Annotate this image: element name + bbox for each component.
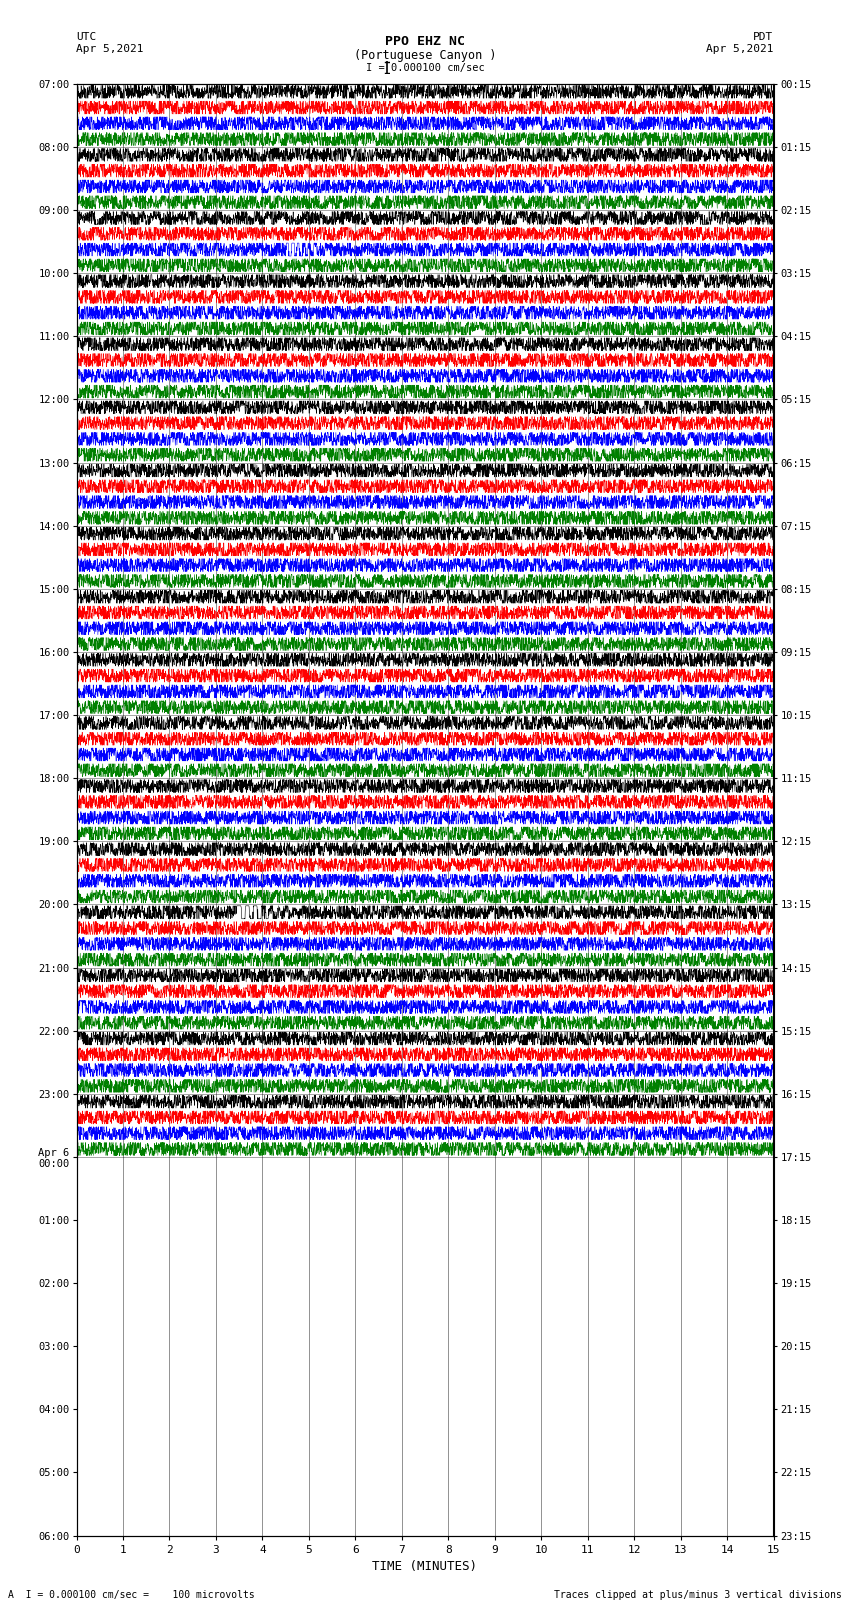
Text: UTC
Apr 5,2021: UTC Apr 5,2021	[76, 32, 144, 53]
Text: Traces clipped at plus/minus 3 vertical divisions: Traces clipped at plus/minus 3 vertical …	[553, 1590, 842, 1600]
Text: I = 0.000100 cm/sec: I = 0.000100 cm/sec	[366, 63, 484, 73]
Text: PPO EHZ NC: PPO EHZ NC	[385, 35, 465, 48]
Text: A  I = 0.000100 cm/sec =    100 microvolts: A I = 0.000100 cm/sec = 100 microvolts	[8, 1590, 255, 1600]
Text: (Portuguese Canyon ): (Portuguese Canyon )	[354, 50, 496, 63]
Text: PDT
Apr 5,2021: PDT Apr 5,2021	[706, 32, 774, 53]
X-axis label: TIME (MINUTES): TIME (MINUTES)	[372, 1560, 478, 1573]
